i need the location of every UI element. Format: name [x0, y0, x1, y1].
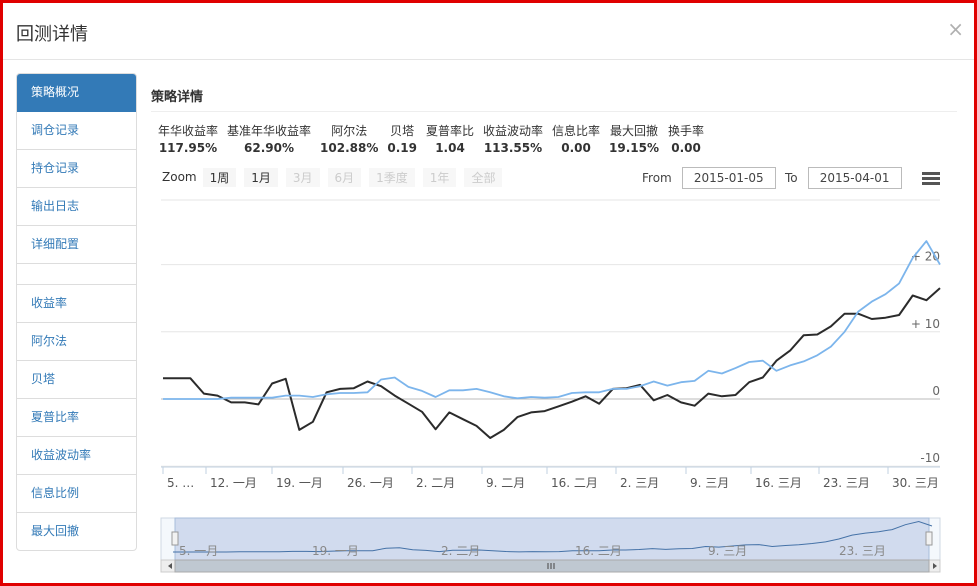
to-date-input[interactable]: 2015-04-01	[807, 167, 902, 189]
zoom-button[interactable]: 1年	[422, 167, 457, 187]
stat-item: 信息比率 0.00	[552, 122, 600, 155]
sidebar-item-2[interactable]: 持仓记录	[17, 150, 136, 188]
from-date-input[interactable]: 2015-01-05	[681, 167, 776, 189]
stat-label: 年华收益率	[158, 124, 219, 138]
stat-value: 62.90%	[244, 141, 295, 155]
y-tick-label: 0	[932, 384, 940, 398]
zoom-button[interactable]: 1季度	[369, 167, 415, 187]
stat-label: 信息比率	[552, 124, 601, 138]
range-to: To 2015-04-01	[785, 167, 902, 189]
sidebar-spacer	[17, 264, 136, 285]
navigator-label: 9. 三月	[708, 544, 747, 558]
stat-item: 基准年华收益率 62.90%	[227, 122, 311, 155]
zoom-controls: Zoom 1周 1月 3月 6月 1季度 1年 全部	[162, 167, 510, 187]
returns-chart: + 20 + 10 0 -10 5. … 12. 一月 19. 一月 26. 一月 2. 二月 9…	[160, 199, 941, 573]
panel-title: 策略详情	[151, 90, 204, 105]
stat-item: 换手率 0.00	[668, 122, 704, 155]
navigator-handle[interactable]	[925, 531, 933, 546]
from-label: From	[642, 171, 672, 185]
sidebar-item-8[interactable]: 贝塔	[17, 361, 136, 399]
zoom-label: Zoom	[162, 170, 197, 184]
x-tick-label: 12. 一月	[210, 476, 257, 490]
stat-value: 102.88%	[320, 141, 379, 155]
sidebar-item-7[interactable]: 阿尔法	[17, 323, 136, 361]
navigator-label: 19. 一月	[312, 544, 359, 558]
dialog-title: 回测详情	[16, 24, 88, 45]
close-icon[interactable]: ×	[947, 17, 964, 41]
navigator-label: 16. 二月	[575, 544, 622, 558]
stat-value: 1.04	[435, 141, 465, 155]
scroll-left-arrow[interactable]	[168, 563, 172, 569]
sidebar-item-4[interactable]: 详细配置	[17, 226, 136, 264]
stat-item: 阿尔法 102.88%	[320, 122, 378, 155]
stat-item: 贝塔 0.19	[387, 122, 417, 155]
x-tick-label: 19. 一月	[276, 476, 323, 490]
x-tick-label: 26. 一月	[347, 476, 394, 490]
stat-label: 夏普率比	[425, 124, 474, 138]
dialog-header: 回测详情 ×	[3, 3, 974, 60]
chart-menu-icon[interactable]	[922, 172, 940, 186]
stat-value: 113.55%	[483, 141, 543, 155]
navigator-background	[160, 517, 941, 561]
y-tick-label: -10	[920, 451, 940, 465]
stat-label: 收益波动率	[483, 124, 544, 138]
scrollbar-thumb[interactable]	[174, 559, 930, 573]
zoom-button[interactable]: 6月	[327, 167, 362, 187]
navigator-line	[173, 520, 933, 553]
stats-row: 年华收益率 117.95% 基准年华收益率 62.90% 阿尔法 102.88% 贝塔 0.1…	[158, 122, 713, 155]
stat-item: 最大回撤 19.15%	[609, 122, 659, 155]
navigator-label: 2. 二月	[441, 544, 480, 558]
x-tick-label: 5. …	[167, 476, 194, 490]
sidebar-item-1[interactable]: 调仓记录	[17, 112, 136, 150]
sidebar-item-9[interactable]: 夏普比率	[17, 399, 136, 437]
stat-value: 0.19	[387, 141, 417, 155]
x-tick-label: 2. 三月	[620, 476, 659, 490]
x-tick-label: 9. 三月	[690, 476, 729, 490]
sidebar-item-6[interactable]: 收益率	[17, 285, 136, 323]
sidebar-item-12[interactable]: 最大回撤	[31, 524, 80, 538]
scroll-right-arrow[interactable]	[933, 563, 937, 569]
series-line-1	[163, 240, 941, 400]
x-tick-label: 23. 三月	[823, 476, 870, 490]
to-label: To	[785, 171, 798, 185]
stat-item: 收益波动率 113.55%	[483, 122, 543, 155]
sidebar-item-11[interactable]: 信息比例	[17, 475, 136, 513]
zoom-button[interactable]: 全部	[464, 167, 503, 187]
y-tick-label: + 20	[911, 250, 940, 264]
x-tick-label: 2. 二月	[416, 476, 455, 490]
zoom-button[interactable]: 1周	[202, 167, 237, 187]
sidebar-item-3[interactable]: 输出日志	[17, 188, 136, 226]
y-tick-label: + 10	[911, 317, 940, 331]
x-tick-label: 9. 二月	[486, 476, 525, 490]
stat-label: 贝塔	[390, 124, 415, 138]
stat-item: 夏普率比 1.04	[426, 122, 474, 155]
sidebar-nav: 策略概况 调仓记录 持仓记录 输出日志 详细配置收益率 阿尔法 贝塔 夏普比率 收益波动率 信息比…	[16, 73, 137, 551]
navigator-selected-range	[174, 517, 930, 561]
navigator-scrollbar	[160, 559, 941, 573]
stat-value: 0.00	[671, 141, 701, 155]
zoom-button[interactable]: 3月	[285, 167, 320, 187]
sidebar-item-10[interactable]: 收益波动率	[17, 437, 136, 475]
sidebar-item-0[interactable]: 策略概况	[17, 74, 136, 112]
stat-label: 阿尔法	[331, 124, 368, 138]
x-tick-label: 30. 三月	[892, 476, 939, 490]
stat-value: 117.95%	[158, 141, 218, 155]
range-from: From 2015-01-05	[642, 167, 776, 189]
navigator-handle[interactable]	[171, 531, 179, 546]
stat-item: 年华收益率 117.95%	[158, 122, 218, 155]
x-tick-label: 16. 三月	[755, 476, 802, 490]
stat-label: 换手率	[668, 124, 705, 138]
stat-label: 最大回撤	[610, 124, 659, 138]
stat-value: 19.15%	[609, 141, 660, 155]
stat-value: 0.00	[561, 141, 591, 155]
panel-divider	[151, 111, 957, 112]
navigator-label: 5. 一月	[179, 544, 218, 558]
x-tick-label: 16. 二月	[551, 476, 598, 490]
navigator-label: 23. 三月	[839, 544, 886, 558]
zoom-button[interactable]: 1月	[244, 167, 278, 187]
stat-label: 基准年华收益率	[227, 124, 312, 138]
series-line-0	[163, 287, 941, 439]
